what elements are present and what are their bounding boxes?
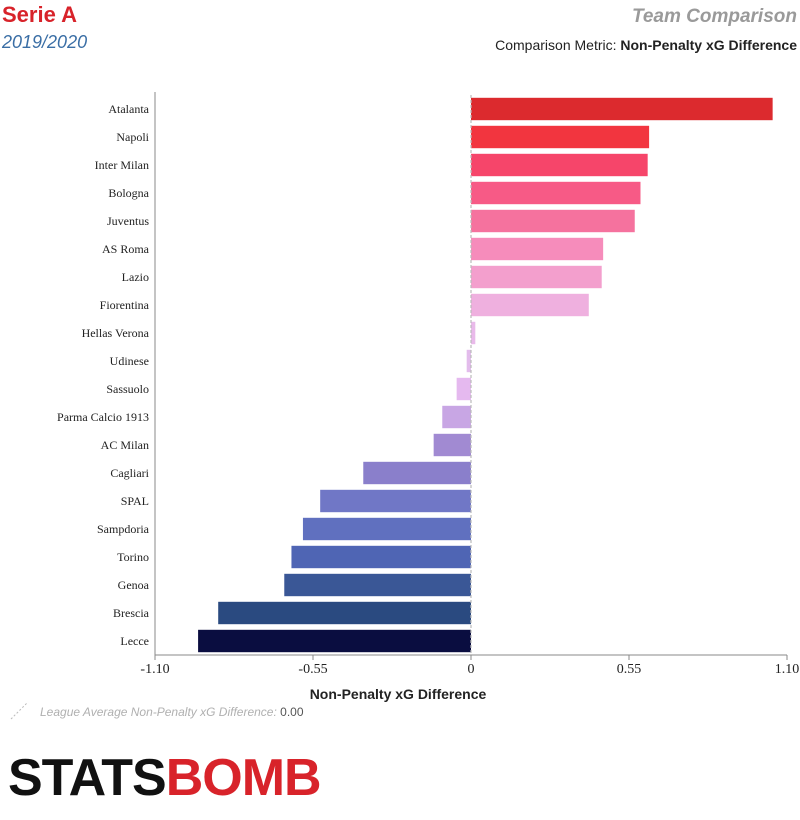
- season-label: 2019/2020: [2, 32, 88, 52]
- category-label: Inter Milan: [95, 158, 149, 172]
- bar-parma-calcio-1913: [442, 405, 471, 429]
- x-tick-label: 0: [468, 662, 475, 677]
- category-label: Hellas Verona: [82, 326, 150, 340]
- bar-lecce: [198, 629, 471, 653]
- x-tick-label: 1.10: [775, 662, 800, 677]
- category-label: Sampdoria: [97, 522, 150, 536]
- x-tick-label: -0.55: [298, 662, 327, 677]
- bar-hellas-verona: [471, 321, 476, 345]
- x-axis-label: Non-Penalty xG Difference: [310, 686, 487, 702]
- category-label: Udinese: [110, 354, 149, 368]
- bar-napoli: [471, 125, 650, 149]
- x-tick-label: -1.10: [140, 662, 169, 677]
- category-label: Atalanta: [108, 102, 149, 116]
- bar-inter-milan: [471, 153, 648, 177]
- bar-cagliari: [363, 461, 471, 485]
- bar-as-roma: [471, 237, 604, 261]
- view-title: Team Comparison: [631, 6, 797, 27]
- bar-brescia: [218, 601, 471, 625]
- category-label: Cagliari: [110, 466, 149, 480]
- comparison-metric: Comparison Metric: Non-Penalty xG Differ…: [495, 37, 797, 53]
- bar-atalanta: [471, 97, 773, 121]
- league-average-label: League Average Non-Penalty xG Difference…: [40, 705, 281, 719]
- bar-sassuolo: [456, 377, 471, 401]
- league-average-note: League Average Non-Penalty xG Difference…: [40, 705, 304, 719]
- league-title: Serie A: [2, 2, 78, 27]
- category-label: Brescia: [113, 606, 150, 620]
- average-line-icon: [10, 701, 29, 720]
- category-label: Lecce: [120, 634, 149, 648]
- category-label: Fiorentina: [100, 298, 150, 312]
- bar-bologna: [471, 181, 641, 205]
- statsbomb-logo: STATSBOMB: [8, 749, 322, 807]
- category-label: AC Milan: [101, 438, 149, 452]
- logo-stats-text: STATS: [8, 749, 167, 807]
- x-tick-label: 0.55: [617, 662, 642, 677]
- bar-ac-milan: [433, 433, 471, 457]
- metric-name: Non-Penalty xG Difference: [620, 37, 797, 53]
- category-label: AS Roma: [102, 242, 150, 256]
- metric-prefix: Comparison Metric:: [495, 37, 621, 53]
- category-label: Napoli: [116, 130, 149, 144]
- category-label: Torino: [117, 550, 149, 564]
- category-label: Genoa: [118, 578, 150, 592]
- category-label: Sassuolo: [106, 382, 149, 396]
- bar-genoa: [284, 573, 471, 597]
- bar-chart: Atalanta Napoli Inter Milan Bologna Juventus…: [57, 92, 800, 702]
- league-average-value: 0.00: [280, 705, 304, 719]
- category-label: Parma Calcio 1913: [57, 410, 149, 424]
- logo-bomb-text: BOMB: [165, 749, 322, 807]
- category-label: Juventus: [107, 214, 149, 228]
- category-label: SPAL: [121, 494, 149, 508]
- bar-spal: [320, 489, 471, 513]
- bar-lazio: [471, 265, 602, 289]
- category-label: Lazio: [122, 270, 149, 284]
- bar-udinese: [466, 349, 471, 373]
- bar-torino: [291, 545, 471, 569]
- bar-sampdoria: [302, 517, 471, 541]
- category-label: Bologna: [108, 186, 149, 200]
- bar-fiorentina: [471, 293, 589, 317]
- bar-juventus: [471, 209, 635, 233]
